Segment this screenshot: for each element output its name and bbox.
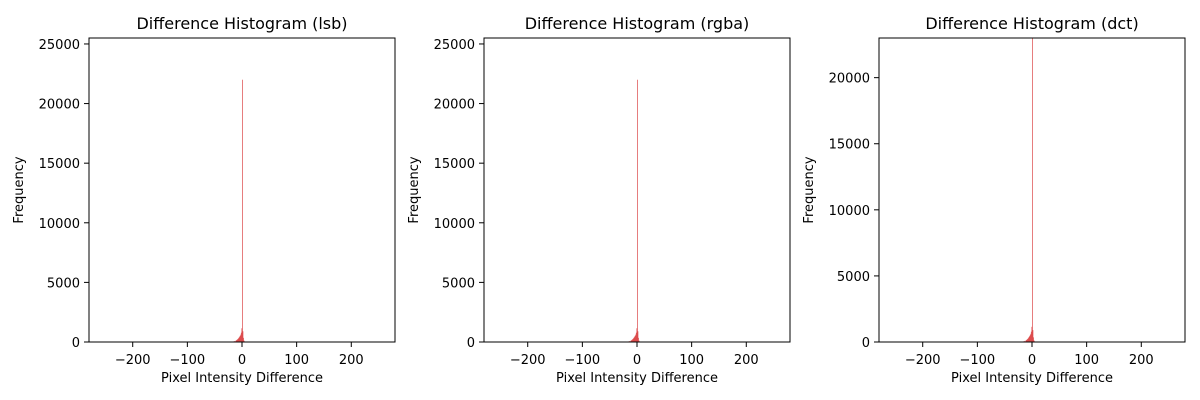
histogram-bar xyxy=(241,328,243,342)
y-tick-label: 20000 xyxy=(434,98,475,113)
bars-0 xyxy=(231,79,246,342)
x-tick-label: −100 xyxy=(564,353,600,368)
y-axis-label: Frequency xyxy=(802,156,817,223)
histogram-bar xyxy=(637,331,639,342)
histogram-bar xyxy=(1027,338,1029,342)
histogram-bar xyxy=(1025,340,1027,342)
histogram-bar xyxy=(1030,333,1032,342)
histogram-bar xyxy=(632,339,633,342)
y-tick-label: 15000 xyxy=(434,157,475,172)
histogram-bar xyxy=(634,335,636,342)
histogram-bar xyxy=(638,340,640,342)
histogram-bar xyxy=(242,331,244,342)
histogram-bar xyxy=(239,336,241,342)
histogram-bar xyxy=(638,337,639,342)
y-tick-label: 5000 xyxy=(442,276,475,291)
histogram-bar xyxy=(235,340,237,342)
x-tick-label: 200 xyxy=(339,353,364,368)
bars-1 xyxy=(626,79,641,342)
histogram-bar xyxy=(1031,326,1033,342)
y-tick-label: 0 xyxy=(467,336,475,351)
x-tick-label: 100 xyxy=(679,353,704,368)
histogram-bar xyxy=(1026,339,1028,342)
histogram-bar xyxy=(235,340,237,342)
histogram-bar xyxy=(630,340,632,342)
histogram-bar xyxy=(1028,337,1029,342)
chart-title: Difference Histogram (rgba) xyxy=(525,14,750,33)
histogram-bar xyxy=(632,338,634,342)
y-tick-label: 5000 xyxy=(837,270,870,285)
histogram-bar xyxy=(240,334,242,342)
y-tick-label: 0 xyxy=(862,336,870,351)
x-tick-label: 0 xyxy=(1028,353,1036,368)
y-axis-label: Frequency xyxy=(407,156,422,223)
histogram-bar xyxy=(637,79,638,342)
x-tick-label: 200 xyxy=(1129,353,1154,368)
histogram-bar xyxy=(236,339,238,342)
histogram-bar xyxy=(634,336,636,342)
histogram-panel-1: −200 −100 0 100 200 0 5000 10000 15000 20000 25000… xyxy=(407,14,791,386)
histogram-bar xyxy=(636,328,638,342)
histogram-panel-2: −200 −100 0 100 200 0 5000 10000 15000 20000 Diffe… xyxy=(802,14,1186,386)
histogram-bar xyxy=(1033,337,1034,342)
x-tick-label: −200 xyxy=(115,353,151,368)
x-axis-label: Pixel Intensity Difference xyxy=(161,371,323,386)
histogram-bar xyxy=(1027,339,1028,342)
bars-2 xyxy=(1021,38,1036,342)
x-tick-label: 200 xyxy=(734,353,759,368)
y-axis-label: Frequency xyxy=(12,156,27,223)
histogram-bar xyxy=(631,339,633,342)
x-tick-label: 100 xyxy=(1074,353,1099,368)
x-tick-label: −100 xyxy=(169,353,205,368)
histogram-bar xyxy=(237,338,239,342)
histogram-bar xyxy=(240,332,242,342)
histogram-bar xyxy=(1029,336,1031,342)
histogram-bar xyxy=(238,337,240,342)
histogram-bar xyxy=(238,338,239,342)
histogram-bar xyxy=(1029,335,1031,342)
x-tick-label: 0 xyxy=(633,353,641,368)
x-tick-label: 0 xyxy=(238,353,246,368)
histogram-bar xyxy=(630,340,632,342)
y-tick-label: 10000 xyxy=(39,217,80,232)
x-tick-label: 100 xyxy=(284,353,309,368)
histogram-bar xyxy=(1033,340,1035,342)
histogram-bar xyxy=(243,340,245,342)
y-tick-label: 25000 xyxy=(39,38,80,53)
y-tick-label: 20000 xyxy=(39,98,80,113)
y-tick-label: 15000 xyxy=(39,157,80,172)
y-tick-label: 25000 xyxy=(434,38,475,53)
y-tick-label: 10000 xyxy=(829,204,870,219)
y-tick-label: 10000 xyxy=(434,217,475,232)
histogram-bar xyxy=(1028,336,1030,342)
histogram-bar xyxy=(242,79,243,342)
histogram-bar xyxy=(633,337,635,342)
y-tick-label: 20000 xyxy=(829,72,870,87)
histogram-bar xyxy=(635,334,637,342)
y-tick-label: 5000 xyxy=(47,276,80,291)
x-tick-label: −100 xyxy=(959,353,995,368)
histogram-bar xyxy=(633,338,634,342)
histogram-bar xyxy=(1032,330,1034,342)
histogram-bar xyxy=(1024,340,1026,342)
x-axis-label: Pixel Intensity Difference xyxy=(556,371,718,386)
histogram-panel-0: −200 −100 0 100 200 0 5000 10000 15000 20000 25000… xyxy=(12,14,396,386)
histogram-bar xyxy=(1032,38,1033,342)
chart-title: Difference Histogram (lsb) xyxy=(136,14,347,33)
y-tick-label: 15000 xyxy=(829,138,870,153)
chart-title: Difference Histogram (dct) xyxy=(925,14,1138,33)
histogram-bar xyxy=(1025,340,1027,342)
x-axis-label: Pixel Intensity Difference xyxy=(951,371,1113,386)
y-tick-label: 0 xyxy=(72,336,80,351)
x-tick-label: −200 xyxy=(905,353,941,368)
x-tick-label: −200 xyxy=(510,353,546,368)
histogram-bar xyxy=(243,337,244,342)
histogram-bar xyxy=(239,335,241,342)
histogram-bar xyxy=(1030,331,1032,342)
histogram-bar xyxy=(635,332,637,342)
histogram-bar xyxy=(237,339,238,342)
